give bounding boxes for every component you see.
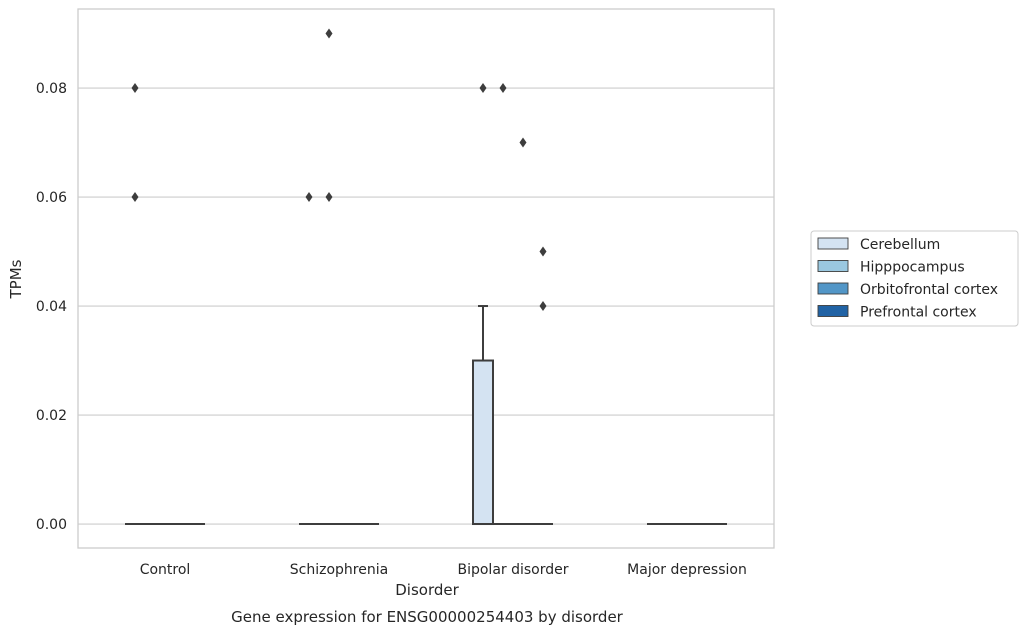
outliers — [131, 28, 547, 312]
outlier-point — [499, 83, 507, 94]
legend-label: Cerebellum — [860, 237, 940, 253]
legend: Cerebellum Hipppocampus Orbitofrontal cort… — [810, 230, 1019, 327]
box-cerebellum — [472, 305, 494, 526]
outlier-point — [131, 83, 139, 94]
x-tick-label: Major depression — [627, 562, 747, 578]
legend-swatch — [817, 237, 849, 250]
y-tick-label: 0.00 — [36, 517, 67, 533]
outlier-point — [519, 137, 527, 148]
legend-item: Hipppocampus — [817, 260, 965, 276]
outlier-point — [479, 83, 487, 94]
x-tick-label: Schizophrenia — [290, 562, 388, 578]
legend-swatch — [817, 260, 849, 272]
chart-caption: Gene expression for ENSG00000254403 by d… — [231, 608, 624, 626]
y-axis-ticks: 0.00 0.02 0.04 0.06 0.08 — [36, 81, 67, 533]
legend-item: Orbitofrontal cortex — [817, 282, 998, 298]
y-tick-label: 0.04 — [36, 299, 67, 315]
y-tick-label: 0.02 — [36, 408, 67, 424]
outlier-point — [539, 301, 547, 312]
boxes — [125, 305, 727, 526]
y-axis-title: TPMs — [7, 259, 25, 299]
box-body — [472, 359, 494, 526]
y-tick-label: 0.06 — [36, 190, 67, 206]
x-axis-ticks: Control Schizophrenia Bipolar disorder Majo… — [140, 562, 747, 578]
gridlines — [78, 87, 774, 525]
legend-item: Cerebellum — [817, 237, 940, 253]
legend-label: Orbitofrontal cortex — [860, 282, 998, 298]
outlier-point — [325, 192, 333, 203]
plot-frame — [77, 8, 775, 549]
legend-swatch — [817, 282, 849, 295]
legend-frame — [810, 230, 1019, 327]
outlier-point — [325, 28, 333, 39]
legend-swatch — [817, 305, 849, 317]
x-tick-label: Bipolar disorder — [457, 562, 568, 578]
legend-label: Prefrontal cortex — [860, 305, 977, 321]
x-axis-title: Disorder — [395, 581, 459, 599]
outlier-point — [539, 246, 547, 257]
outlier-point — [131, 192, 139, 203]
legend-label: Hipppocampus — [860, 260, 965, 276]
outlier-point — [305, 192, 313, 203]
legend-item: Prefrontal cortex — [817, 305, 977, 321]
x-tick-label: Control — [140, 562, 191, 578]
y-tick-label: 0.08 — [36, 81, 67, 97]
